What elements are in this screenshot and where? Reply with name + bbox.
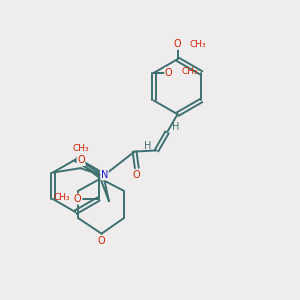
Text: N: N [101, 170, 108, 180]
Text: O: O [98, 236, 105, 246]
Text: O: O [165, 68, 172, 78]
Text: O: O [133, 170, 141, 180]
Text: CH₃: CH₃ [54, 193, 70, 202]
Text: CH₃: CH₃ [190, 40, 206, 49]
Text: O: O [74, 194, 82, 204]
Text: H: H [144, 141, 152, 151]
Text: O: O [173, 39, 181, 49]
Text: O: O [77, 155, 85, 166]
Text: CH₃: CH₃ [182, 67, 198, 76]
Text: CH₃: CH₃ [73, 144, 89, 153]
Text: H: H [172, 122, 180, 132]
